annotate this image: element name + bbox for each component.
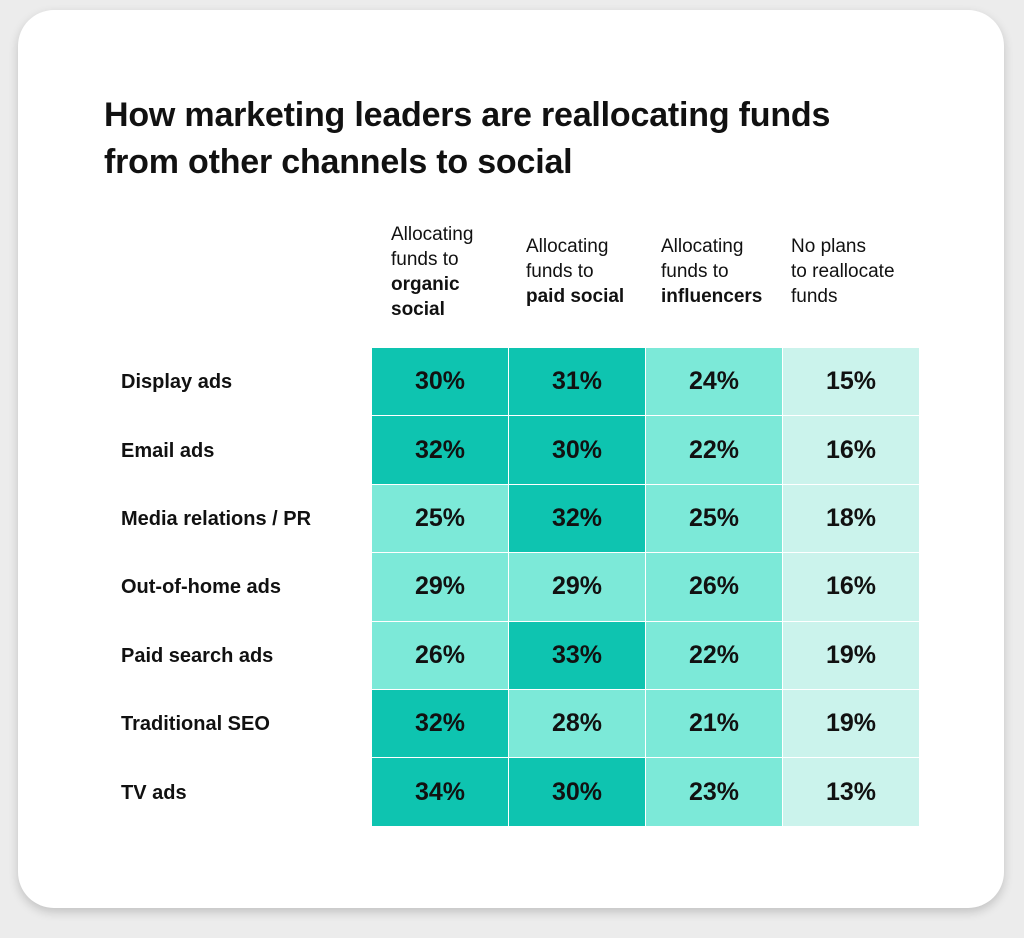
column-header-line: funds to bbox=[661, 261, 729, 282]
cell-value: 15% bbox=[825, 367, 877, 396]
column-header-line: funds to bbox=[526, 261, 594, 282]
cell-value: 19% bbox=[825, 709, 877, 738]
column-header-line: organic bbox=[391, 274, 460, 295]
cell-value: 32% bbox=[414, 435, 466, 464]
row-label: TV ads bbox=[121, 781, 187, 804]
table-cell: 29% bbox=[372, 553, 509, 622]
table-cell: 18% bbox=[783, 484, 920, 554]
cell-value: 28% bbox=[551, 709, 603, 738]
column-header-line: social bbox=[391, 299, 445, 320]
column-header-line: Allocating bbox=[526, 236, 609, 257]
table-cell: 16% bbox=[783, 553, 920, 622]
column-header-line: influencers bbox=[661, 286, 763, 307]
cell-value: 32% bbox=[551, 503, 603, 532]
table-cell: 22% bbox=[646, 621, 783, 690]
chart-title: How marketing leaders are reallocating f… bbox=[104, 92, 924, 186]
chart-title-line-1: How marketing leaders are reallocating f… bbox=[104, 96, 831, 134]
table-cell: 25% bbox=[646, 484, 783, 554]
column-header-influencers: Allocating funds to influencers bbox=[661, 234, 791, 309]
column-header-line: paid social bbox=[526, 286, 625, 307]
cell-value: 18% bbox=[825, 503, 877, 532]
table-cell: 19% bbox=[783, 690, 920, 759]
row-label: Media relations / PR bbox=[121, 508, 312, 530]
cell-value: 30% bbox=[551, 435, 603, 464]
table-cell: 30% bbox=[372, 348, 509, 417]
cell-value: 22% bbox=[688, 435, 740, 464]
table-cell: 30% bbox=[509, 758, 646, 827]
column-header-line: No plans bbox=[791, 236, 866, 257]
cell-value: 16% bbox=[825, 435, 877, 464]
column-header-paid-social: Allocating funds to paid social bbox=[526, 234, 656, 309]
cell-value: 31% bbox=[551, 367, 603, 396]
cell-value: 30% bbox=[551, 777, 603, 806]
column-header-line: to reallocate bbox=[791, 261, 895, 282]
table-cell: 28% bbox=[509, 690, 646, 759]
table-cell: 21% bbox=[646, 690, 783, 759]
cell-value: 13% bbox=[825, 777, 877, 806]
cell-value: 30% bbox=[414, 367, 466, 396]
row-label: Traditional SEO bbox=[121, 713, 270, 736]
column-header-no-plans: No plans to reallocate funds bbox=[791, 234, 921, 309]
table-cell: 30% bbox=[509, 416, 646, 485]
table-cell: 16% bbox=[783, 416, 920, 485]
table-cell: 25% bbox=[372, 484, 509, 554]
table-cell: 34% bbox=[372, 758, 509, 827]
cell-value: 29% bbox=[551, 572, 603, 601]
cell-value: 33% bbox=[551, 640, 603, 669]
table-cell: 32% bbox=[372, 416, 509, 485]
cell-value: 24% bbox=[688, 367, 740, 396]
cell-value: 21% bbox=[688, 709, 740, 738]
column-header-organic-social: Allocating funds to organic social bbox=[391, 222, 521, 322]
table-cell: 26% bbox=[372, 621, 509, 690]
table-cell: 23% bbox=[646, 758, 783, 827]
table-cell: 13% bbox=[783, 758, 920, 827]
cell-value: 25% bbox=[414, 503, 466, 532]
cell-value: 22% bbox=[688, 640, 740, 669]
column-header-line: funds bbox=[791, 286, 838, 307]
row-label: Email ads bbox=[121, 439, 215, 462]
table-cell: 33% bbox=[509, 621, 646, 690]
table-cell: 15% bbox=[783, 348, 920, 417]
cell-value: 32% bbox=[414, 709, 466, 738]
cell-value: 26% bbox=[414, 640, 466, 669]
table-cell: 24% bbox=[646, 348, 783, 417]
table-cell: 31% bbox=[509, 348, 646, 417]
column-header-line: Allocating bbox=[391, 224, 474, 245]
cell-value: 19% bbox=[825, 640, 877, 669]
table-cell: 32% bbox=[509, 484, 646, 554]
cell-value: 34% bbox=[414, 777, 466, 806]
cell-value: 26% bbox=[688, 572, 740, 601]
row-label: Display ads bbox=[121, 371, 233, 394]
column-header-line: Allocating bbox=[661, 236, 744, 257]
table-cell: 19% bbox=[783, 621, 920, 690]
table-cell: 22% bbox=[646, 416, 783, 485]
chart-title-line-2: from other channels to social bbox=[104, 143, 573, 181]
row-label: Out-of-home ads bbox=[121, 576, 281, 599]
row-label: Paid search ads bbox=[121, 644, 274, 667]
column-header-line: funds to bbox=[391, 249, 459, 270]
table-cell: 29% bbox=[509, 553, 646, 622]
cell-value: 25% bbox=[688, 503, 740, 532]
table-cell: 26% bbox=[646, 553, 783, 622]
heatmap-grid: 30% 31% 24% 15% 32% 30% 22% 16% 25% 32% 25% 18% 29% 2… bbox=[372, 348, 920, 827]
cell-value: 23% bbox=[688, 777, 740, 806]
cell-value: 16% bbox=[825, 572, 877, 601]
cell-value: 29% bbox=[414, 572, 466, 601]
table-cell: 32% bbox=[372, 690, 509, 759]
